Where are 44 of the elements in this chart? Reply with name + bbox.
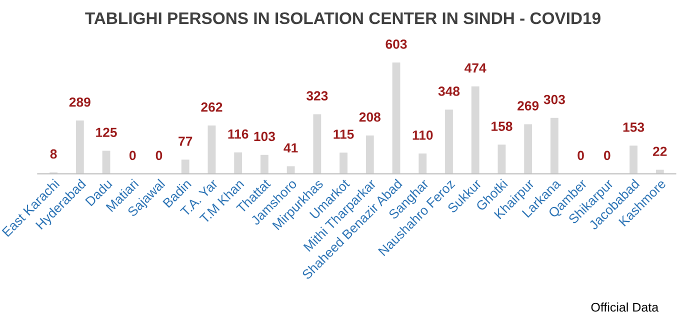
data-label: 41 — [284, 143, 298, 152]
bar — [524, 124, 532, 174]
bar — [102, 150, 110, 174]
bar — [208, 125, 216, 174]
data-label: 22 — [653, 146, 667, 156]
bar — [550, 118, 558, 174]
bar — [181, 160, 190, 174]
data-label: 77 — [178, 136, 192, 146]
bar — [313, 114, 322, 174]
bar — [471, 86, 480, 174]
data-label: 208 — [359, 112, 381, 122]
data-label: 116 — [228, 129, 248, 139]
bar — [418, 154, 427, 174]
data-label: 603 — [386, 39, 407, 49]
bar — [340, 152, 348, 174]
data-label: 348 — [438, 86, 460, 96]
bar — [445, 110, 453, 174]
data-label: 103 — [254, 132, 275, 142]
chart-title: TABLIGHI PERSONS IN ISOLATION CENTER IN SINDH - COVID19 — [85, 12, 600, 24]
data-label: 153 — [623, 122, 644, 132]
bar — [76, 120, 84, 174]
bar — [630, 146, 638, 174]
data-label: 158 — [492, 122, 512, 131]
data-label: 289 — [69, 97, 90, 107]
text: Official Data — [591, 302, 659, 312]
data-label: 0 — [604, 150, 610, 160]
bar — [234, 152, 242, 174]
bar — [260, 154, 268, 174]
data-label: 262 — [201, 102, 222, 112]
data-label: 115 — [334, 130, 354, 139]
data-label: 0 — [156, 150, 162, 160]
data-label: 125 — [96, 128, 117, 138]
data-label: 269 — [518, 101, 539, 110]
data-label: 474 — [464, 63, 486, 73]
bar — [392, 62, 400, 174]
data-label: 323 — [306, 91, 328, 101]
data-label: 8 — [50, 149, 57, 159]
data-label: 0 — [578, 150, 584, 160]
data-label: 0 — [129, 150, 136, 160]
bar — [286, 166, 295, 174]
bar — [366, 135, 374, 174]
data-label: 110 — [412, 130, 433, 140]
bar — [498, 144, 506, 174]
data-label: 303 — [544, 94, 565, 104]
